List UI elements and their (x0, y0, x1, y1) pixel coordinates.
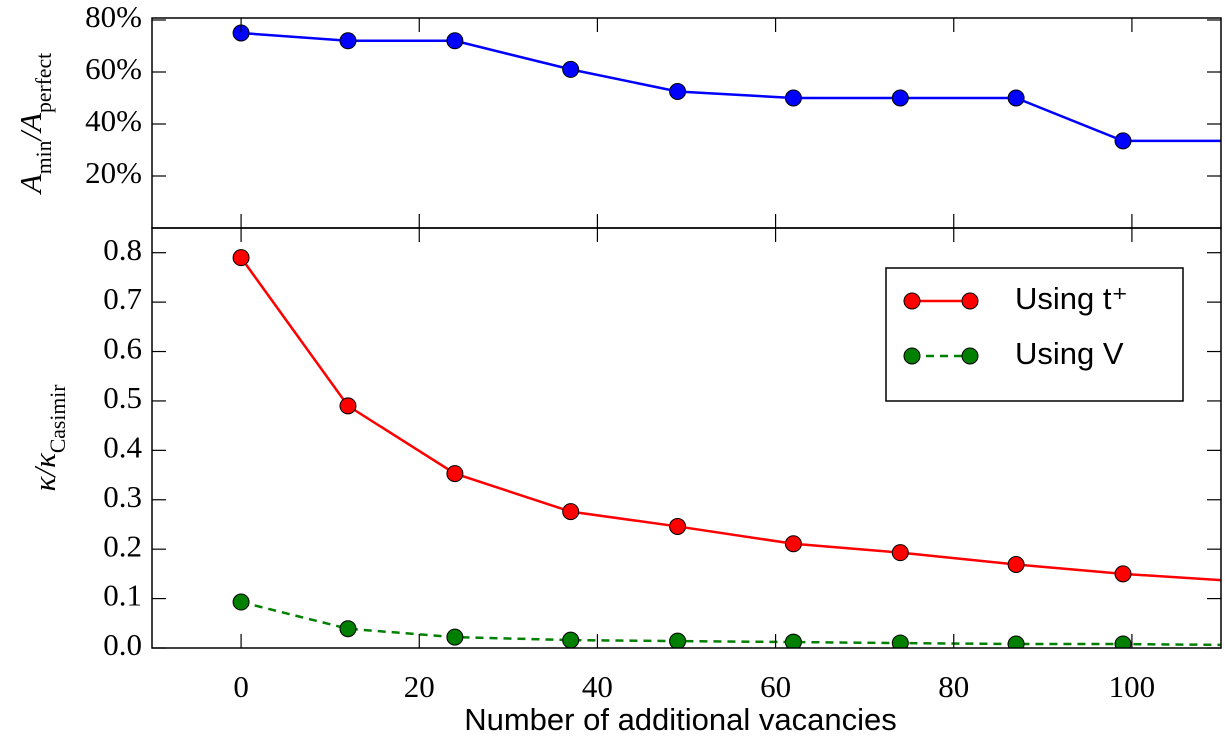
y-label-part: Casimir (46, 384, 70, 453)
marker (232, 249, 250, 267)
marker (339, 32, 357, 50)
x-tick-label: 0 (233, 669, 249, 704)
legend-label: Using t⁺ (1015, 281, 1128, 316)
marker (232, 593, 250, 611)
marker (339, 620, 357, 638)
marker (339, 397, 357, 415)
marker (446, 628, 464, 646)
y-tick-label: 20% (85, 155, 142, 190)
marker (669, 517, 687, 535)
x-tick-label: 80 (938, 669, 969, 704)
marker (1114, 635, 1132, 648)
legend-box (885, 267, 1184, 402)
y-label-part: A (13, 173, 48, 195)
y-axis-label: κ/κCasimir (27, 384, 70, 492)
y-tick-label: 0.5 (103, 380, 142, 415)
series-line (240, 31, 1221, 143)
legend-marker (903, 347, 921, 365)
x-tick-label: 20 (404, 669, 435, 704)
y-tick-label: 40% (85, 103, 142, 138)
x-tick-label: 40 (582, 669, 613, 704)
series-line (240, 600, 1221, 647)
y-axis-label: Amin/Aperfect (13, 53, 56, 195)
y-tick-label: 60% (85, 51, 142, 86)
marker (669, 632, 687, 648)
series-line (240, 256, 1221, 582)
marker (562, 631, 580, 648)
marker (1114, 565, 1132, 583)
y-tick-label: 0.8 (103, 232, 142, 267)
x-axis-label: Number of additional vacancies (464, 702, 897, 737)
plot-area (232, 249, 1221, 648)
marker (1114, 132, 1132, 150)
y-tick-label: 0.6 (103, 331, 142, 366)
y-tick-label: 0.7 (103, 281, 142, 316)
x-tick-label: 100 (1109, 669, 1156, 704)
marker (562, 60, 580, 78)
legend-marker (961, 347, 979, 365)
marker (891, 89, 909, 107)
y-tick-label: 0.0 (103, 627, 142, 662)
marker (562, 503, 580, 521)
marker (446, 465, 464, 483)
marker (784, 89, 802, 107)
marker (784, 535, 802, 553)
y-label-part: perfect (32, 53, 56, 113)
marker (1007, 635, 1025, 648)
y-tick-label: 0.2 (103, 528, 142, 563)
y-tick-label: 80% (85, 0, 142, 34)
marker (446, 32, 464, 50)
y-tick-label: 0.4 (103, 429, 142, 464)
marker (784, 633, 802, 648)
marker (891, 634, 909, 648)
plot-area (232, 24, 1221, 150)
y-label-part: /A (13, 112, 48, 143)
x-tick-label: 60 (760, 669, 791, 704)
y-tick-label: 0.3 (103, 479, 142, 514)
y-tick-label: 0.1 (103, 578, 142, 613)
marker (891, 544, 909, 562)
marker (669, 83, 687, 100)
legend-marker (903, 292, 921, 310)
marker (1007, 555, 1025, 573)
legend-label: Using V (1015, 336, 1124, 371)
legend-marker (961, 292, 979, 310)
axes-frame (151, 227, 1222, 649)
marker (1007, 89, 1025, 107)
y-label-part: κ/κ (27, 452, 62, 491)
y-label-part: min (32, 140, 56, 174)
